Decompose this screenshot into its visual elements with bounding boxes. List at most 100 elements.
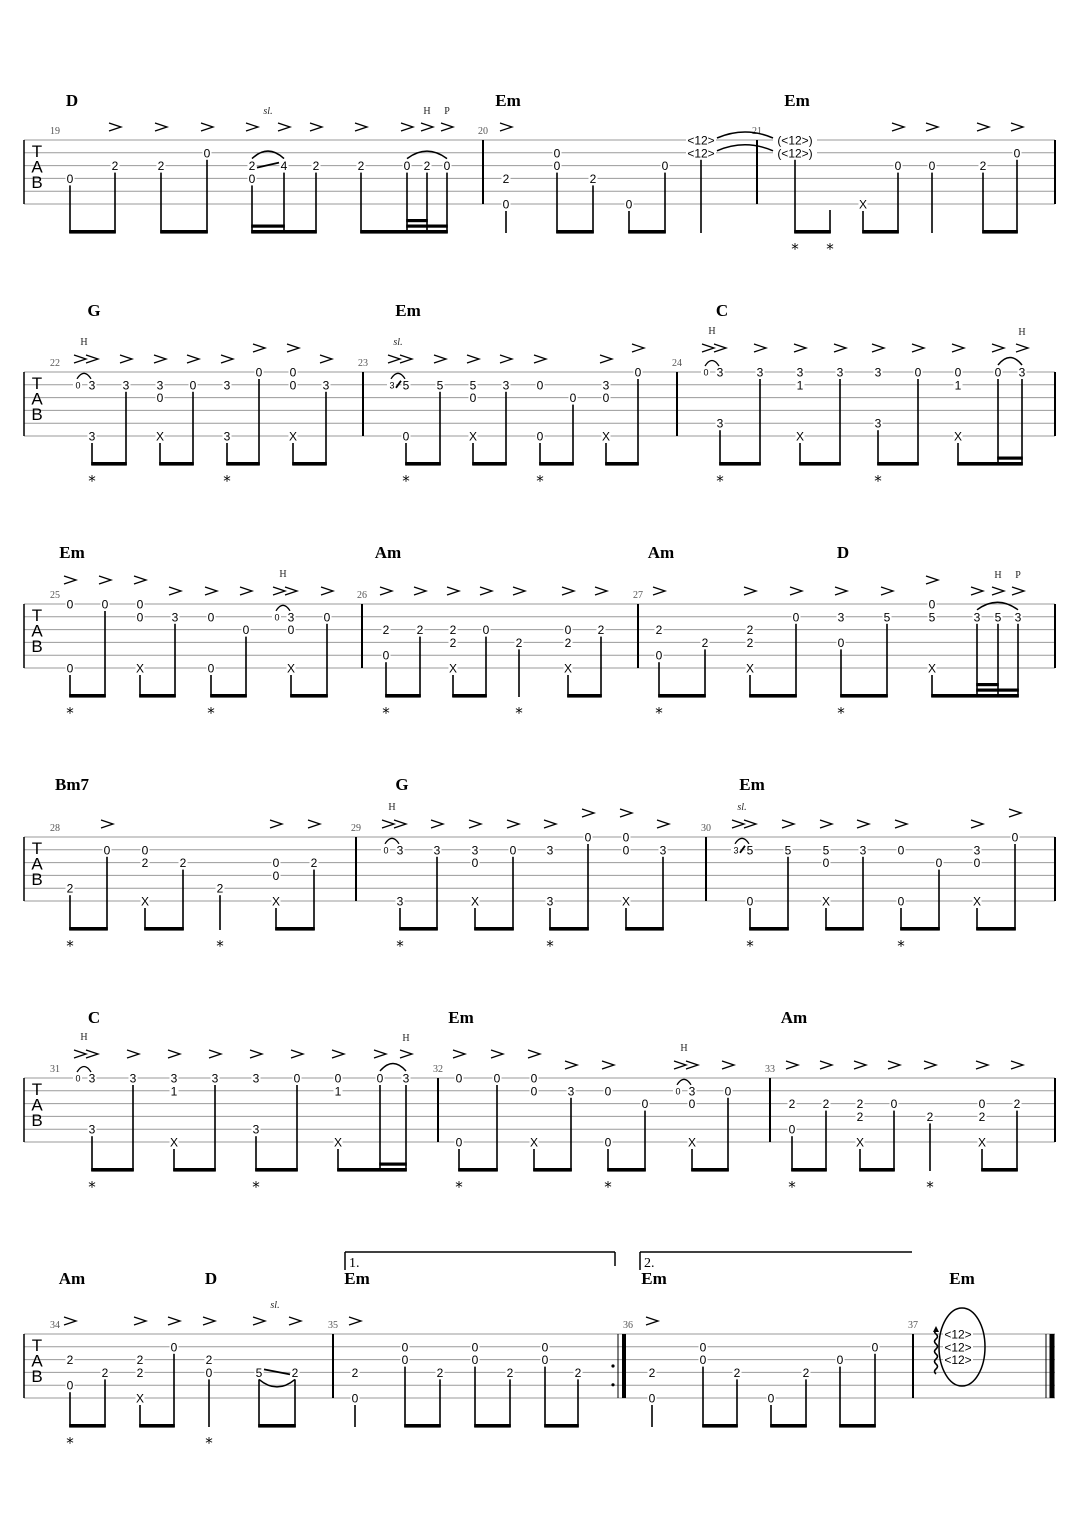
accent-icon bbox=[793, 343, 809, 353]
accent-icon bbox=[433, 354, 449, 364]
note-bg bbox=[381, 623, 391, 636]
hammer-on-arc bbox=[76, 372, 92, 380]
chord-name: C bbox=[88, 1008, 100, 1027]
accent-icon bbox=[564, 1060, 580, 1070]
beat: 3 bbox=[119, 354, 135, 465]
beat: 2 bbox=[309, 122, 325, 233]
chord-name: C bbox=[716, 301, 728, 320]
beat: (<12>)(<12>) * bbox=[773, 134, 817, 258]
note-bg bbox=[563, 636, 573, 649]
accent-icon bbox=[186, 354, 202, 364]
fret-number: 0 bbox=[67, 662, 74, 676]
beam bbox=[877, 462, 919, 466]
fret-number: 0 bbox=[689, 1097, 696, 1111]
beat: 02 X bbox=[561, 586, 577, 697]
beam bbox=[900, 927, 940, 931]
fret-number: 3 bbox=[253, 1072, 260, 1086]
grace-note: 3 bbox=[733, 845, 738, 855]
hammer-on-label: H bbox=[994, 570, 1001, 581]
measure-number: 24 bbox=[672, 358, 682, 369]
fret-number: 0 bbox=[290, 378, 297, 392]
note-bg bbox=[835, 366, 845, 378]
beat: 22 X bbox=[446, 586, 462, 697]
accent-icon bbox=[126, 1049, 142, 1059]
measure-number: 31 bbox=[50, 1064, 60, 1075]
beam bbox=[159, 462, 194, 466]
beat: 3 3 * bbox=[543, 819, 559, 955]
note-bg bbox=[286, 610, 296, 623]
fret-number: 0 bbox=[531, 1072, 538, 1086]
fret-number: 0 bbox=[605, 1084, 612, 1098]
hammer-on-label: H bbox=[80, 1032, 87, 1043]
note-bg bbox=[206, 662, 216, 674]
beat: 0 bbox=[200, 122, 216, 233]
muted-note: X bbox=[746, 662, 754, 676]
beat: 2H bbox=[420, 106, 436, 233]
note-bg bbox=[73, 1073, 82, 1083]
fret-number: 0 bbox=[273, 856, 280, 870]
note-bg bbox=[821, 843, 831, 856]
beam bbox=[290, 694, 328, 698]
beat: * bbox=[826, 210, 834, 258]
bass-star-mark: * bbox=[515, 704, 523, 722]
note-bg bbox=[925, 1110, 935, 1123]
note-bg bbox=[715, 417, 725, 430]
note-bg bbox=[288, 366, 298, 378]
beam bbox=[719, 462, 761, 466]
fret-number: 0 bbox=[747, 895, 754, 909]
note-bg bbox=[288, 378, 298, 391]
note-bg bbox=[155, 378, 165, 391]
fret-number: 0 bbox=[472, 1353, 479, 1367]
accent-icon bbox=[100, 819, 116, 829]
muted-note: X bbox=[822, 895, 830, 909]
chord-name: Am bbox=[781, 1008, 807, 1027]
fret-number: 3 bbox=[568, 1084, 575, 1098]
measure-number: 37 bbox=[908, 1320, 918, 1331]
beat: 2 bbox=[801, 1366, 811, 1427]
note-bg bbox=[787, 1123, 797, 1136]
slide-line bbox=[395, 380, 402, 389]
fret-number: 0 bbox=[768, 1392, 775, 1406]
fret-number: 2 bbox=[158, 159, 165, 173]
accent-icon bbox=[245, 122, 261, 132]
bass-star-mark: * bbox=[216, 937, 224, 955]
fret-number: 3 bbox=[224, 430, 231, 444]
note-bg bbox=[686, 134, 716, 146]
hammer-on-arc bbox=[76, 1065, 92, 1073]
note-bg bbox=[140, 843, 150, 856]
accent-icon bbox=[154, 122, 170, 132]
note-bg bbox=[745, 636, 755, 649]
beat: 0 bbox=[887, 1060, 903, 1171]
bass-star-mark: * bbox=[205, 1434, 213, 1452]
note-bg bbox=[621, 831, 631, 843]
bass-star-mark: * bbox=[788, 1178, 796, 1196]
accent-icon bbox=[98, 575, 114, 585]
fret-number: 0 bbox=[974, 856, 981, 870]
note-bg bbox=[204, 1366, 214, 1379]
bass-star-mark: * bbox=[536, 472, 544, 490]
note-bg bbox=[1017, 366, 1027, 378]
fret-number: (<12>) bbox=[777, 134, 812, 148]
note-bg bbox=[977, 1110, 987, 1123]
note-bg bbox=[470, 843, 480, 856]
beam bbox=[976, 927, 1016, 931]
note-bg bbox=[640, 1097, 650, 1110]
fret-number: 0 bbox=[294, 1072, 301, 1086]
muted-note: X bbox=[954, 430, 962, 444]
beam bbox=[385, 694, 421, 698]
beat: 2 0 * bbox=[63, 1316, 79, 1452]
beam bbox=[839, 1424, 876, 1428]
accent-icon bbox=[701, 343, 717, 353]
note-bg bbox=[896, 843, 906, 856]
note-bg bbox=[545, 895, 555, 907]
bass-star-mark: * bbox=[546, 937, 554, 955]
fret-number: 2 bbox=[503, 172, 510, 186]
hammer-on-arc bbox=[676, 1078, 692, 1086]
bass-star-mark: * bbox=[926, 1178, 934, 1196]
accent-icon bbox=[856, 819, 872, 829]
beat: 0 bbox=[400, 122, 416, 233]
fret-number: 2 bbox=[747, 623, 754, 637]
